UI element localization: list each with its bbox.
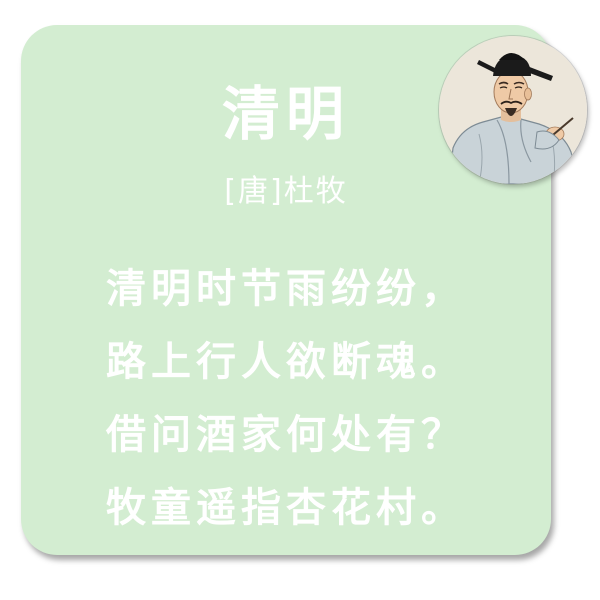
poem-line: 清明时节雨纷纷， bbox=[106, 266, 466, 312]
poet-portrait-icon bbox=[439, 36, 587, 184]
poem-title: 清明 bbox=[221, 80, 350, 148]
poem-lines: 清明时节雨纷纷， 路上行人欲断魂。 借问酒家何处有？ 牧童遥指杏花村。 bbox=[21, 253, 551, 545]
poem-line: 路上行人欲断魂。 bbox=[106, 339, 466, 385]
poem-line: 牧童遥指杏花村。 bbox=[106, 485, 466, 531]
poem-line: 借问酒家何处有？ bbox=[106, 412, 466, 458]
poem-author: [唐]杜牧 bbox=[224, 174, 348, 209]
